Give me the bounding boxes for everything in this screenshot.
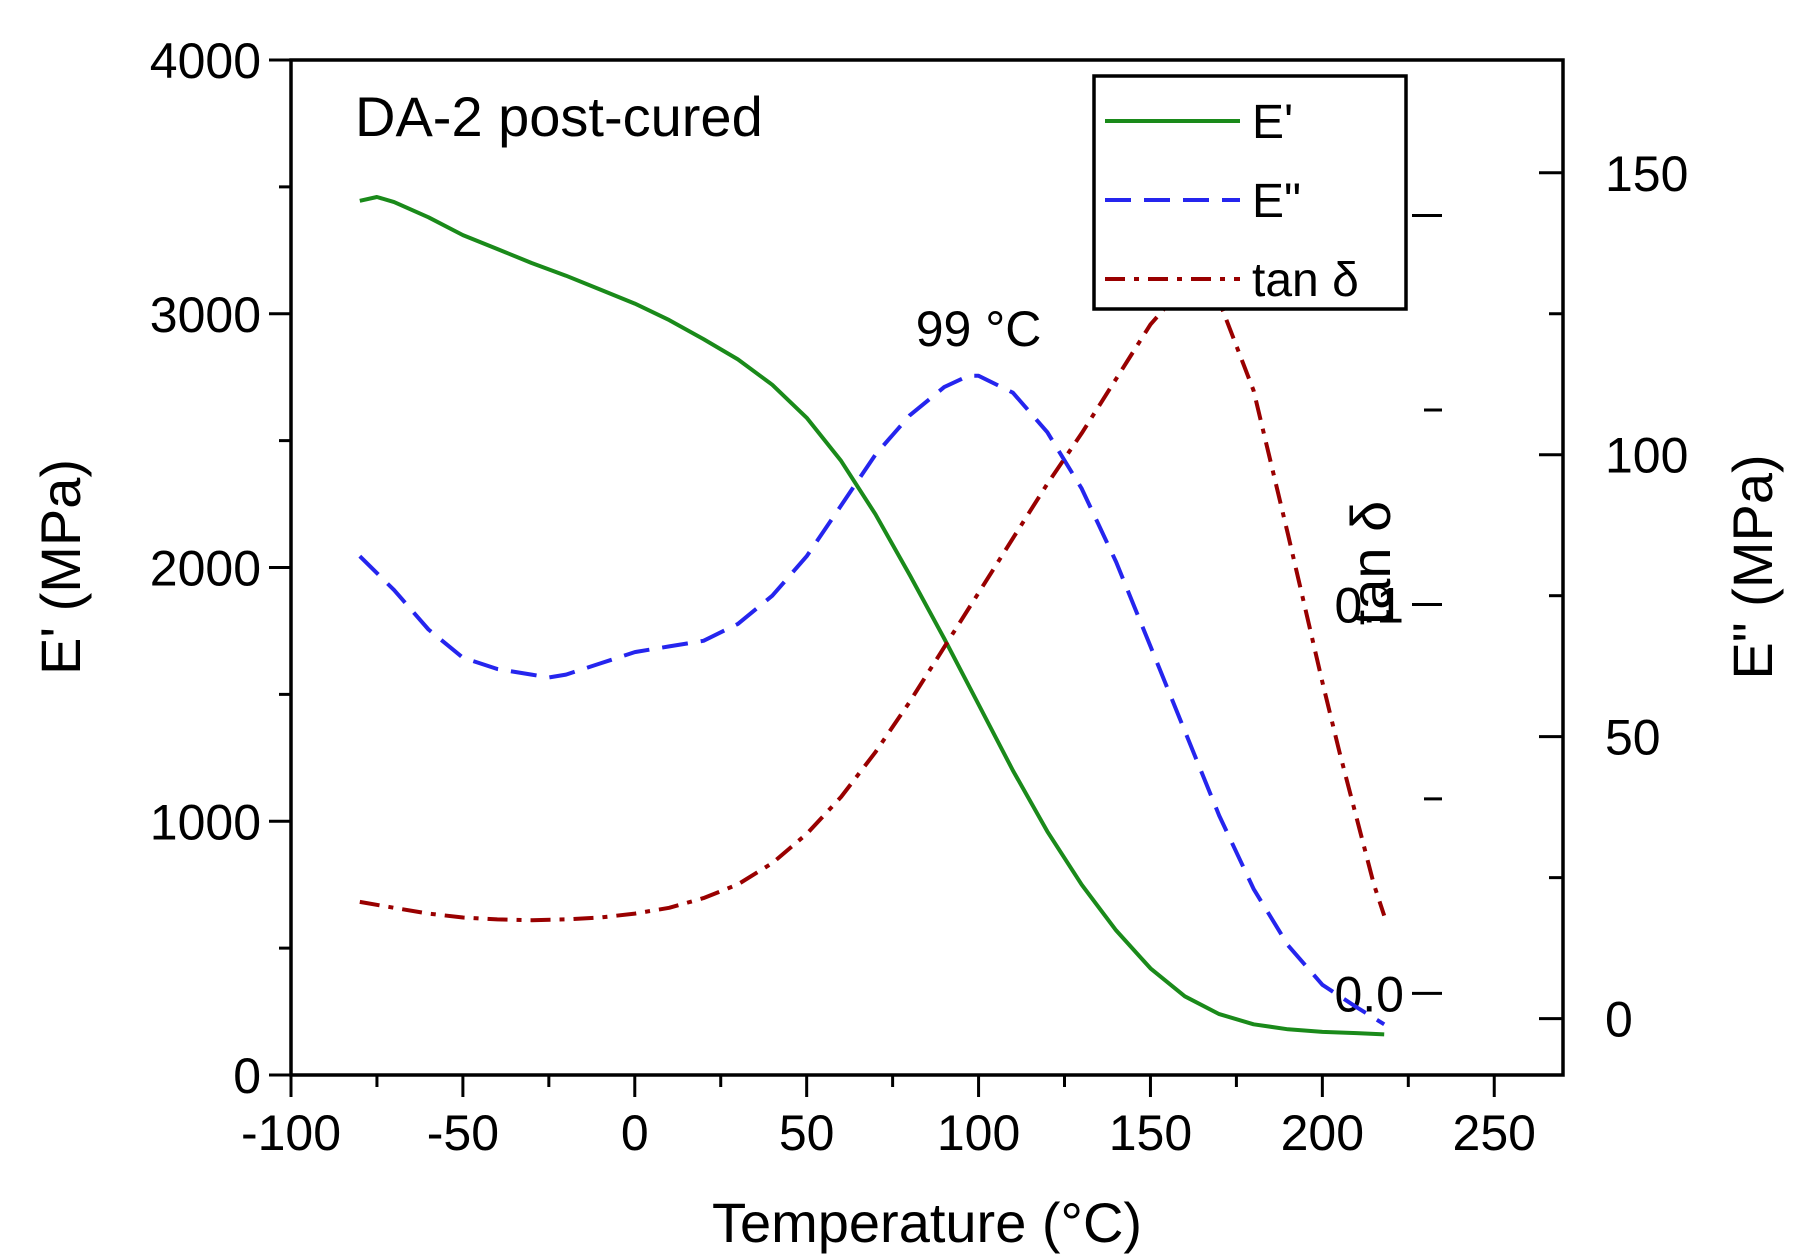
axis-ticks: -100 -50 0 50 100 150 200 250010002000300040000… <box>150 33 1689 1161</box>
x-tick-label: -50 <box>427 1105 499 1161</box>
x-tick-label: -100 <box>241 1105 341 1161</box>
right-tick-label: 50 <box>1605 710 1661 766</box>
right-tick-label: 0 <box>1605 992 1633 1048</box>
series-line-1 <box>358 373 1386 1027</box>
x-tick-label: 200 <box>1281 1105 1364 1161</box>
left-tick-label: 0 <box>233 1048 261 1104</box>
x-tick-label: 100 <box>937 1105 1020 1161</box>
series-line-0 <box>359 195 1385 1037</box>
left-axis-title: E' (MPa) <box>29 459 92 675</box>
left-tick-label: 3000 <box>150 287 261 343</box>
left-tick-label: 4000 <box>150 33 261 89</box>
series-layer <box>358 195 1387 1037</box>
right-axis-title: E" (MPa) <box>1721 454 1784 679</box>
tan-tick-label: 0.1 <box>1334 577 1404 633</box>
legend-box <box>1092 74 1408 311</box>
right-tick-label: 100 <box>1605 428 1688 484</box>
peak-annotation-0: 99 °C <box>916 301 1042 357</box>
left-tick-label: 1000 <box>150 794 261 850</box>
right-tick-label: 150 <box>1605 146 1688 202</box>
x-tick-label: 0 <box>621 1105 649 1161</box>
legend-label-0: E' <box>1252 96 1293 149</box>
left-tick-label: 2000 <box>150 541 261 597</box>
series-line-2 <box>359 275 1387 923</box>
plot-label: DA-2 post-cured <box>355 85 763 148</box>
tan-axis-title: tan δ <box>1339 501 1402 626</box>
tan-tick-label: 0.0 <box>1334 966 1404 1022</box>
legend-label-2: tan δ <box>1252 254 1359 307</box>
legend-label-1: E" <box>1252 175 1301 228</box>
x-tick-label: 150 <box>1109 1105 1192 1161</box>
x-tick-label: 50 <box>779 1105 835 1161</box>
x-axis-title: Temperature (°C) <box>712 1191 1142 1254</box>
legend: E' E" tan δ <box>1092 74 1408 311</box>
x-tick-label: 250 <box>1453 1105 1536 1161</box>
